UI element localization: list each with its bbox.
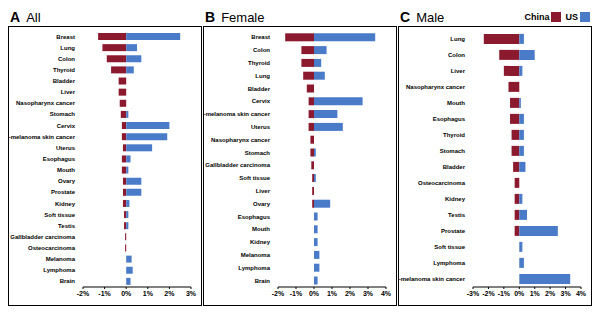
svg-text:3%: 3% xyxy=(363,290,374,297)
html-text:US: US xyxy=(565,12,578,22)
svg-text:Uterus: Uterus xyxy=(251,124,271,130)
svg-text:Uterus: Uterus xyxy=(56,145,76,151)
html-text:C Male: C Male xyxy=(400,9,445,25)
svg-text:Ovary: Ovary xyxy=(58,178,76,184)
svg-text:Osteocarcinoma: Osteocarcinoma xyxy=(418,180,466,186)
svg-text:1%: 1% xyxy=(530,290,541,297)
svg-text:Bladder: Bladder xyxy=(248,86,271,92)
svg-text:Brain: Brain xyxy=(60,278,76,284)
svg-text:Prostate: Prostate xyxy=(441,228,466,234)
svg-text:Ovary: Ovary xyxy=(253,201,271,207)
svg-text:2%: 2% xyxy=(545,290,556,297)
svg-text:Mouth: Mouth xyxy=(252,226,270,232)
svg-text:Cervix: Cervix xyxy=(57,123,76,129)
svg-text:Stomach: Stomach xyxy=(50,111,76,117)
svg-text:Gallbladder carcinoma: Gallbladder carcinoma xyxy=(205,162,270,168)
svg-text:non-melanoma skin cancer: non-melanoma skin cancer xyxy=(204,111,271,117)
svg-text:Lung: Lung xyxy=(255,73,270,79)
svg-text:Bladder: Bladder xyxy=(53,78,76,84)
svg-text:3%: 3% xyxy=(186,290,197,297)
svg-text:Gallbladder carcinoma: Gallbladder carcinoma xyxy=(10,234,75,240)
svg-text:Liver: Liver xyxy=(256,188,271,194)
svg-text:Melanoma: Melanoma xyxy=(241,252,271,258)
svg-text:Brain: Brain xyxy=(255,278,271,284)
svg-text:1%: 1% xyxy=(327,290,338,297)
svg-text:Nasopharynx cancer: Nasopharynx cancer xyxy=(211,137,271,143)
svg-text:Testis: Testis xyxy=(58,223,76,229)
svg-text:Soft tissue: Soft tissue xyxy=(44,212,75,218)
svg-text:Esophagus: Esophagus xyxy=(238,214,271,220)
svg-text:2%: 2% xyxy=(164,290,175,297)
svg-text:Lymphoma: Lymphoma xyxy=(43,267,75,273)
svg-text:Colon: Colon xyxy=(58,56,75,62)
svg-text:Lung: Lung xyxy=(60,45,75,51)
svg-text:Melanoma: Melanoma xyxy=(46,256,76,262)
svg-text:Bladder: Bladder xyxy=(443,164,466,170)
svg-text:Thyroid: Thyroid xyxy=(443,132,465,138)
svg-text:2%: 2% xyxy=(345,290,356,297)
svg-text:Nasopharynx cancer: Nasopharynx cancer xyxy=(16,100,76,106)
svg-text:-2%: -2% xyxy=(482,290,495,297)
svg-text:Nasopharynx cancer: Nasopharynx cancer xyxy=(406,84,466,90)
svg-text:Thyroid: Thyroid xyxy=(53,67,75,73)
svg-text:Liver: Liver xyxy=(451,68,466,74)
svg-text:Osteocarcinoma: Osteocarcinoma xyxy=(28,245,76,251)
html-text:B Female: B Female xyxy=(205,9,265,25)
svg-text:Liver: Liver xyxy=(61,89,76,95)
svg-text:3%: 3% xyxy=(561,290,572,297)
svg-text:-1%: -1% xyxy=(498,290,511,297)
svg-text:Prostate: Prostate xyxy=(51,189,76,195)
svg-text:Kidney: Kidney xyxy=(250,239,271,245)
svg-text:Mouth: Mouth xyxy=(447,100,465,106)
svg-text:Mouth: Mouth xyxy=(57,167,75,173)
svg-text:Colon: Colon xyxy=(448,52,465,58)
svg-text:Lymphoma: Lymphoma xyxy=(238,265,270,271)
svg-text:1%: 1% xyxy=(143,290,154,297)
svg-text:-2%: -2% xyxy=(77,290,90,297)
svg-text:Cervix: Cervix xyxy=(252,98,271,104)
svg-text:Esophagus: Esophagus xyxy=(433,116,466,122)
svg-text:4%: 4% xyxy=(381,290,392,297)
html-text:China: China xyxy=(524,12,550,22)
svg-text:Stomach: Stomach xyxy=(440,148,466,154)
svg-text:4%: 4% xyxy=(576,290,587,297)
svg-text:non-melanoma skin cancer: non-melanoma skin cancer xyxy=(399,276,466,282)
svg-text:non-melanoma skin cancer: non-melanoma skin cancer xyxy=(9,134,76,140)
svg-text:Breast: Breast xyxy=(56,34,75,40)
svg-text:Kidney: Kidney xyxy=(55,201,76,207)
svg-text:Stomach: Stomach xyxy=(245,150,271,156)
svg-text:Lymphoma: Lymphoma xyxy=(433,260,465,266)
svg-text:Kidney: Kidney xyxy=(445,196,466,202)
svg-text:-1%: -1% xyxy=(98,290,111,297)
svg-text:Thyroid: Thyroid xyxy=(248,60,270,66)
svg-text:0%: 0% xyxy=(309,290,320,297)
html-text:A All: A All xyxy=(10,9,41,25)
svg-text:-1%: -1% xyxy=(290,290,303,297)
svg-text:0%: 0% xyxy=(514,290,525,297)
svg-text:Lung: Lung xyxy=(450,36,465,42)
svg-text:0%: 0% xyxy=(121,290,132,297)
svg-text:Soft tissue: Soft tissue xyxy=(434,244,465,250)
svg-text:Colon: Colon xyxy=(253,47,270,53)
svg-text:-3%: -3% xyxy=(467,290,480,297)
svg-text:Soft tissue: Soft tissue xyxy=(239,175,270,181)
svg-text:-2%: -2% xyxy=(272,290,285,297)
svg-text:Testis: Testis xyxy=(448,212,466,218)
svg-text:Esophagus: Esophagus xyxy=(43,156,76,162)
svg-text:Breast: Breast xyxy=(251,34,270,40)
